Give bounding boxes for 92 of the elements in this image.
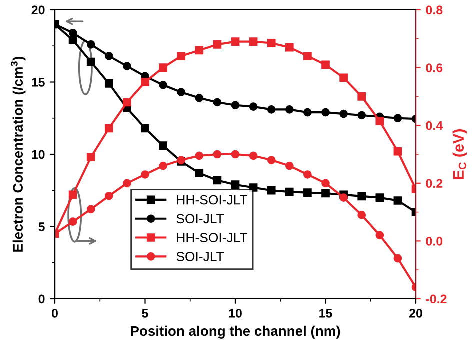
y-tick-label: 0 [38, 294, 45, 304]
x-tick-label: 10 [229, 309, 242, 318]
point [68, 218, 78, 226]
y-axis-title: Electron Concentration (/cm$^{3}$) [10, 56, 26, 252]
y2-axis-title: E$_{C}$ (eV) [452, 130, 468, 180]
point [340, 74, 348, 82]
point [358, 211, 366, 220]
point [340, 110, 348, 118]
point [213, 40, 222, 49]
point [285, 162, 294, 170]
point [141, 124, 150, 133]
point [231, 101, 240, 110]
point [376, 117, 384, 126]
point [86, 40, 96, 49]
y2-tick-label: -0.2 [426, 294, 447, 304]
point [104, 124, 114, 133]
y-tick-label: 5 [38, 222, 45, 232]
point [394, 114, 402, 123]
point [249, 152, 258, 160]
point [195, 94, 204, 102]
point [68, 28, 78, 38]
y2-tick-label: 0.4 [426, 121, 444, 130]
y-tick-label: 10 [32, 150, 45, 160]
y-tick-label: 20 [32, 6, 45, 15]
point [249, 38, 258, 46]
y2-tick-label: 0.8 [426, 6, 443, 15]
point [394, 196, 402, 205]
point [358, 111, 366, 120]
point [123, 179, 132, 188]
point [322, 189, 330, 198]
legend-label: HH-SOI-JLT [177, 195, 248, 205]
point [123, 62, 132, 71]
point [86, 58, 96, 66]
x-axis-title: Position along the channel (nm) [131, 326, 340, 339]
point [340, 194, 348, 202]
point [304, 170, 312, 179]
point [159, 142, 168, 150]
point [159, 162, 168, 170]
y2-tick-label: 0.2 [426, 179, 443, 188]
point [394, 254, 402, 263]
point [123, 98, 132, 107]
point [195, 152, 204, 160]
point [231, 38, 240, 46]
y-tick-label: 15 [32, 78, 45, 87]
point [322, 60, 330, 70]
point [141, 78, 150, 86]
point [213, 150, 222, 159]
point [285, 106, 294, 114]
point [285, 43, 294, 52]
x-tick-label: 20 [409, 309, 422, 318]
point [376, 231, 384, 240]
point [267, 186, 276, 195]
x-tick-label: 5 [142, 309, 148, 318]
y2-tick-label: 0.6 [426, 64, 443, 72]
point [104, 80, 114, 88]
y2-tick-label: 0.0 [426, 237, 443, 246]
point [304, 108, 312, 117]
point [104, 192, 114, 200]
point [177, 52, 186, 60]
point [213, 98, 222, 107]
point [267, 106, 276, 114]
point [141, 170, 150, 179]
point [322, 179, 330, 188]
point [177, 88, 186, 97]
x-tick-label: 0 [52, 309, 58, 318]
point [195, 46, 204, 55]
point [159, 64, 168, 72]
legend-label: HH-SOI-JLT [177, 233, 248, 242]
point [86, 205, 96, 214]
point [358, 92, 366, 101]
point [68, 190, 78, 200]
point [285, 188, 294, 196]
point [249, 102, 258, 111]
point [304, 52, 312, 60]
point [86, 153, 96, 162]
point [267, 39, 276, 48]
legend-label: SOI-JLT [176, 214, 224, 224]
x-tick-label: 15 [320, 309, 332, 318]
point [304, 188, 312, 197]
point [322, 108, 330, 117]
point [104, 52, 114, 60]
point [231, 150, 240, 159]
point [159, 80, 168, 90]
point [376, 194, 384, 202]
point [394, 147, 402, 156]
point [68, 36, 78, 45]
point [358, 192, 366, 201]
legend-label: SOI-JLT [176, 252, 224, 262]
point [195, 169, 204, 178]
point [213, 176, 222, 185]
point [267, 156, 276, 164]
point [231, 180, 240, 190]
